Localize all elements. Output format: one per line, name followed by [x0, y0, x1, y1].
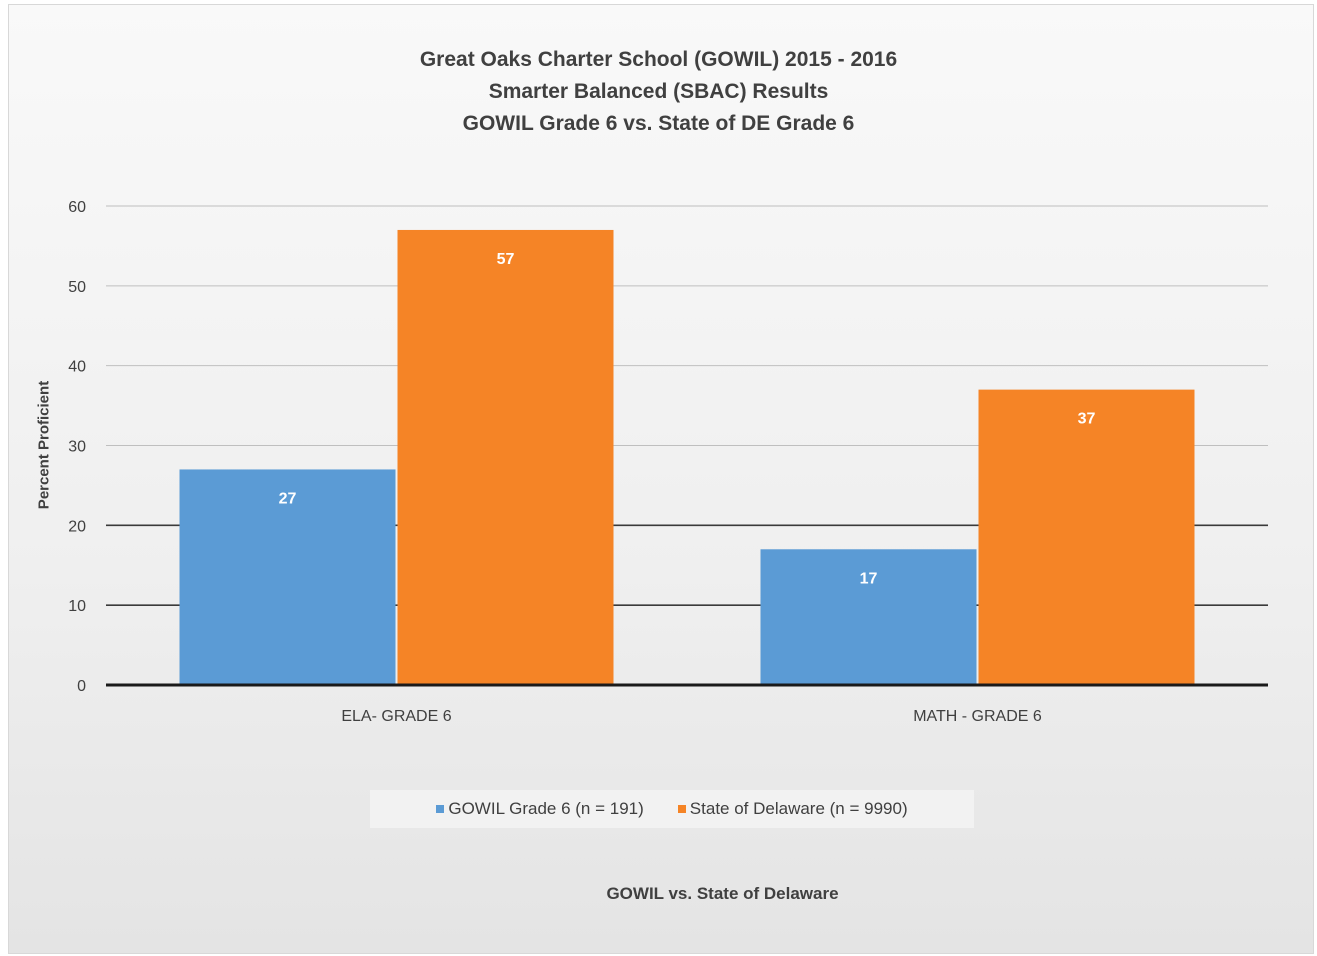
x-tick-label: MATH - GRADE 6	[913, 708, 1042, 725]
y-tick-label: 30	[68, 439, 86, 456]
bar-gowil	[760, 549, 977, 684]
bar-data-label: 37	[1078, 411, 1096, 428]
y-tick-label: 60	[68, 199, 86, 216]
y-tick-label: 50	[68, 279, 86, 296]
bar-gowil	[179, 469, 396, 684]
x-axis-title: GOWIL vs. State of Delaware	[606, 884, 839, 903]
legend-item-gowil: GOWIL Grade 6 (n = 191)	[436, 799, 644, 819]
bar-data-label: 17	[860, 570, 878, 587]
legend-swatch-gowil	[436, 805, 445, 813]
x-tick-label: ELA- GRADE 6	[341, 708, 451, 725]
y-tick-label: 40	[68, 359, 86, 376]
y-axis-title: Percent Proficient	[35, 380, 53, 510]
y-tick-label: 20	[68, 518, 86, 535]
legend-item-delaware: State of Delaware (n = 9990)	[677, 799, 908, 819]
chart-title-line-2: Smarter Balanced (SBAC) Results	[488, 80, 829, 103]
chart-title: Great Oaks Charter School (GOWIL) 2015 -…	[0, 44, 1317, 140]
bar-delaware	[397, 229, 614, 684]
legend-label-delaware: State of Delaware (n = 9990)	[689, 799, 908, 818]
y-tick-label: 10	[68, 598, 86, 615]
bar-data-label: 27	[279, 490, 297, 507]
legend: GOWIL Grade 6 (n = 191) State of Delawar…	[370, 790, 974, 828]
chart-title-line-3: GOWIL Grade 6 vs. State of DE Grade 6	[462, 112, 855, 135]
y-tick-label: 0	[77, 678, 86, 695]
legend-swatch-delaware	[677, 805, 686, 813]
bar-delaware	[978, 389, 1195, 684]
bar-data-label: 57	[497, 251, 515, 268]
chart-title-line-1: Great Oaks Charter School (GOWIL) 2015 -…	[419, 48, 898, 71]
legend-label-gowil: GOWIL Grade 6 (n = 191)	[448, 799, 644, 818]
